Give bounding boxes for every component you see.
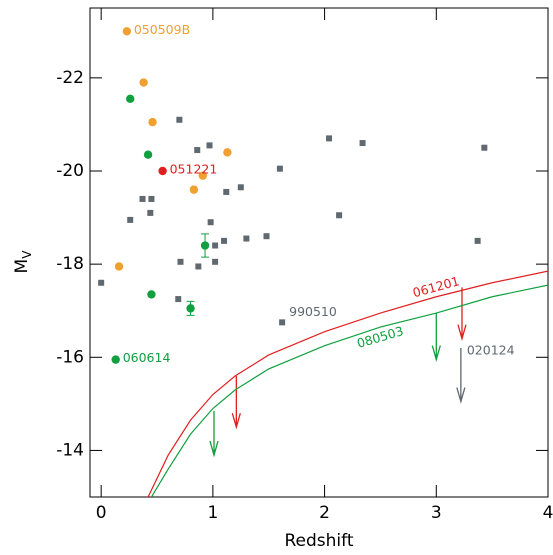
data-point — [147, 290, 156, 299]
data-point — [158, 166, 167, 176]
data-point — [212, 242, 219, 249]
data-point — [126, 94, 135, 104]
x-tick-label: 4 — [543, 503, 553, 523]
data-point — [195, 263, 202, 270]
plot-frame — [89, 7, 549, 498]
data-point — [221, 237, 228, 244]
y-tick-label: -20 — [56, 161, 84, 181]
plot-area — [98, 27, 548, 497]
y-tick-label: -22 — [56, 68, 84, 88]
point-label: 060614 — [123, 350, 171, 365]
point-label: 051221 — [170, 162, 218, 177]
y-tick-label: -16 — [56, 347, 84, 367]
limit-curve — [147, 270, 548, 497]
data-point — [139, 195, 146, 202]
data-point — [481, 144, 488, 151]
upper-limit — [456, 347, 466, 404]
x-tick-label: 0 — [96, 503, 107, 523]
data-point — [147, 209, 154, 216]
point-label: 020124 — [467, 342, 515, 357]
data-point — [223, 188, 230, 195]
y-label-main: M — [12, 259, 32, 274]
data-point — [189, 185, 199, 194]
point-label: 050509B — [134, 22, 190, 37]
data-point — [177, 258, 184, 265]
y-label-sub: V — [20, 250, 34, 259]
data-point — [359, 140, 366, 147]
upper-limit — [231, 375, 241, 430]
data-point — [111, 355, 120, 364]
x-axis-label: Redshift — [284, 531, 353, 551]
data-point — [127, 216, 134, 223]
data-point — [198, 171, 208, 180]
data-point — [326, 135, 333, 142]
data-point — [206, 142, 213, 149]
data-point — [148, 117, 157, 127]
y-axis-label: MV — [12, 250, 34, 274]
data-point — [263, 233, 270, 240]
upper-limit — [209, 410, 219, 458]
data-point — [212, 258, 219, 265]
data-point — [194, 147, 201, 154]
data-point — [175, 296, 182, 303]
data-point — [176, 116, 183, 123]
data-point — [279, 319, 286, 326]
data-point — [200, 241, 210, 250]
y-tick-label: -14 — [56, 440, 84, 460]
data-point — [223, 148, 232, 157]
data-point — [336, 212, 343, 219]
data-point — [114, 262, 124, 271]
point-label: 990510 — [289, 304, 337, 319]
data-point — [237, 184, 244, 191]
data-point — [122, 27, 132, 36]
upper-limit — [457, 287, 467, 342]
data-point — [148, 195, 155, 202]
data-point — [143, 150, 153, 159]
x-tick-label: 2 — [319, 503, 330, 523]
x-tick-label: 1 — [207, 503, 218, 523]
x-tick-label: 3 — [431, 503, 442, 523]
data-point — [98, 279, 105, 286]
y-tick-label: -18 — [56, 254, 84, 274]
data-point — [474, 237, 481, 244]
data-point — [243, 235, 250, 242]
upper-limit — [431, 313, 441, 362]
data-point — [139, 78, 148, 87]
data-point — [207, 219, 214, 226]
data-point — [186, 304, 195, 313]
limit-curve — [150, 284, 548, 497]
data-point — [276, 165, 283, 172]
